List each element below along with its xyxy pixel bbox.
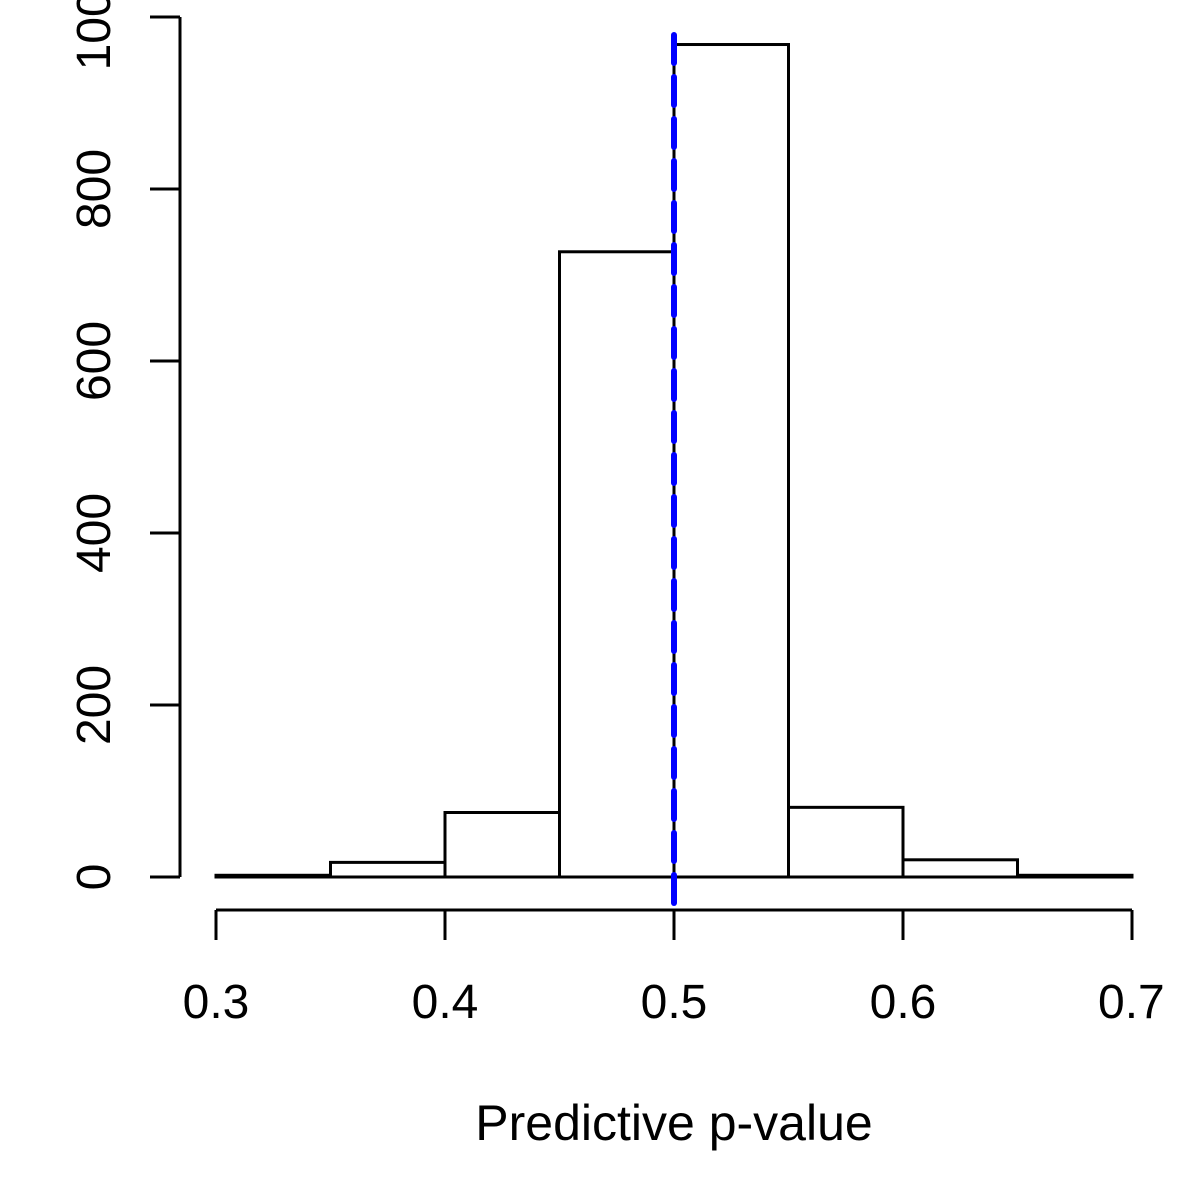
x-tick-label-3: 0.6 [870, 976, 937, 1029]
x-axis-title: Predictive p-value [475, 1095, 872, 1151]
y-tick-label-3: 600 [68, 321, 121, 401]
y-tick-label-4: 800 [68, 149, 121, 229]
histogram-bar-1 [329, 860, 447, 879]
histogram-bar-6 [901, 858, 1019, 879]
histogram-bar-3 [558, 250, 676, 879]
y-tick-label-0: 0 [68, 864, 121, 891]
x-tick-label-2: 0.5 [641, 976, 708, 1029]
y-tick-label-1: 200 [68, 665, 121, 745]
x-tick-label-0: 0.3 [183, 976, 250, 1029]
x-axis: 0.3 0.4 0.5 0.6 0.7 [183, 908, 1165, 1029]
histogram-bar-5 [787, 805, 905, 879]
y-tick-label-2: 400 [68, 493, 121, 573]
y-axis: 0 200 400 600 800 1000 [68, 0, 182, 891]
histogram-bar-2 [443, 811, 561, 879]
y-tick-label-5: 1000 [68, 0, 121, 70]
x-tick-label-4: 0.7 [1098, 976, 1165, 1029]
histogram-bar-0 [214, 873, 332, 879]
histogram-bar-4 [672, 43, 790, 879]
histogram-bar-7 [1016, 873, 1134, 879]
x-tick-label-1: 0.4 [412, 976, 479, 1029]
